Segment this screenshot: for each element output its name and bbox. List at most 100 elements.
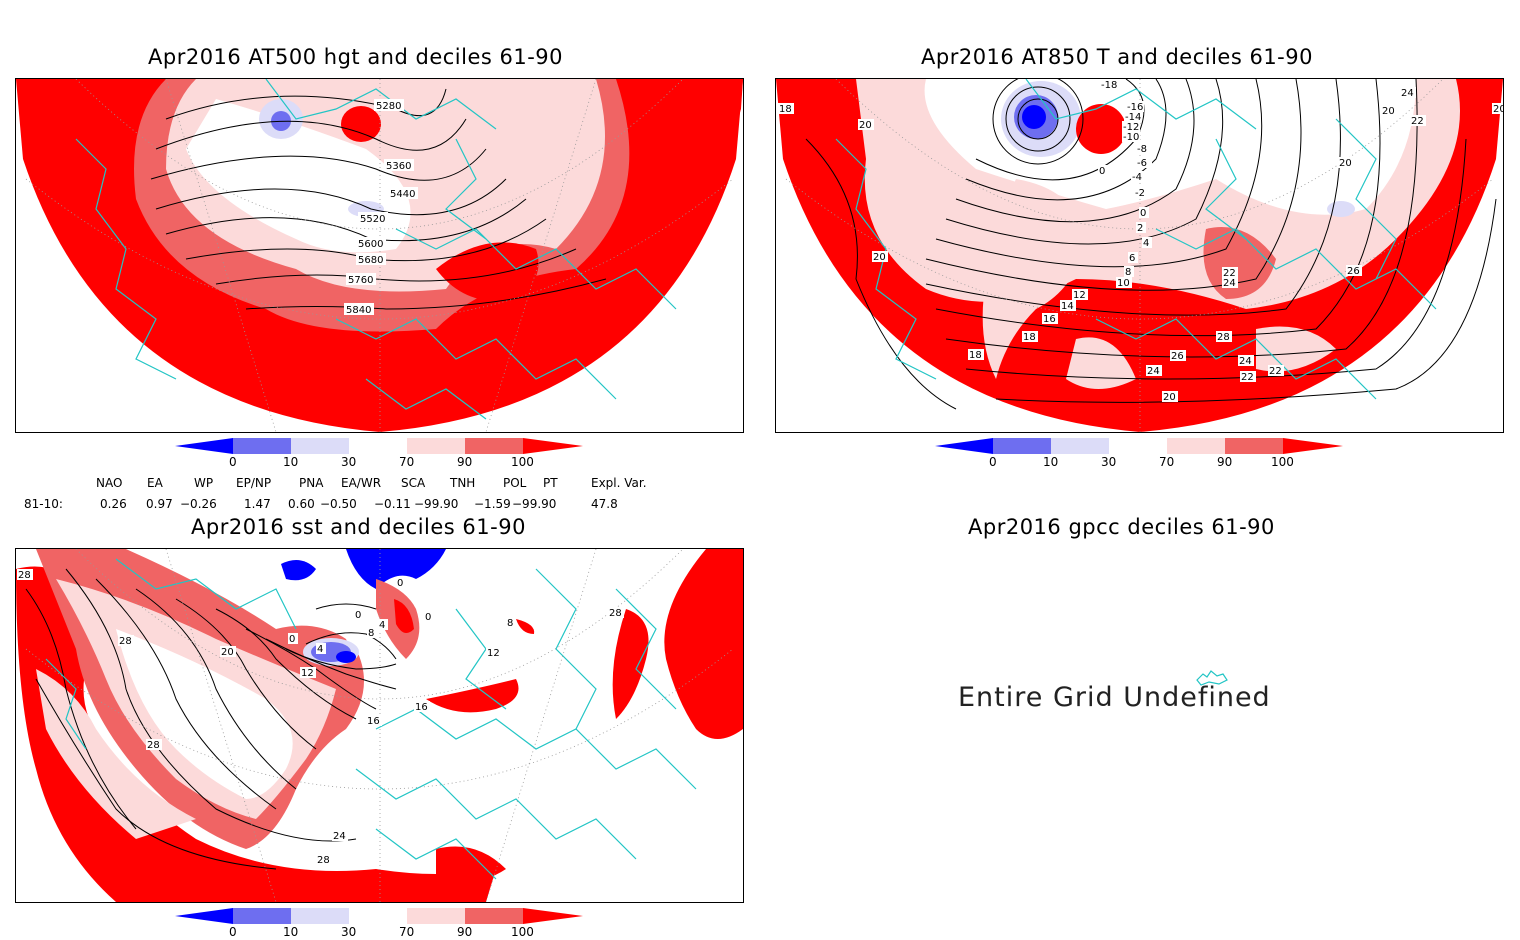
sst-coastlines — [45, 558, 697, 880]
hgt-label-5760: 5760 — [348, 275, 373, 286]
index-value-tnh: −99.90 — [414, 497, 459, 511]
t850-colorbar-bar — [935, 438, 1343, 454]
t850-label-14: 14 — [1061, 301, 1074, 312]
t850-label-m16: -16 — [1127, 102, 1143, 113]
sst-label-28d: 28 — [317, 855, 330, 866]
index-name-epnp: EP/NP — [236, 476, 272, 490]
hgt-contour-labels: 5280 5360 5440 5520 5600 5680 5760 5840 — [344, 99, 418, 316]
t850-label-22d: 22 — [1269, 366, 1282, 377]
sst-label-28a: 28 — [18, 570, 31, 581]
index-value-pol: −1.59 — [474, 497, 511, 511]
t850-label-20d: 20 — [1339, 158, 1352, 169]
index-name-sca: SCA — [401, 476, 426, 490]
sst-label-12b: 12 — [487, 648, 500, 659]
gpcc-undefined-message: Entire Grid Undefined — [958, 682, 1271, 713]
sst-cb-tick-100: 100 — [511, 925, 534, 939]
sst-label-0a: 0 — [289, 634, 295, 645]
hgt-cb-tick-70: 70 — [399, 455, 415, 469]
sst-label-12: 12 — [301, 668, 314, 679]
t850-label-0b: 0 — [1099, 166, 1105, 177]
t850-label-20e: 20 — [1163, 392, 1176, 403]
t850-label-24b: 24 — [1401, 88, 1414, 99]
sst-label-8: 8 — [368, 628, 374, 639]
t850-cb-tick-30: 30 — [1101, 455, 1117, 469]
index-name-expl-var: Expl. Var. — [591, 476, 647, 490]
sst-colorbar-bar — [175, 908, 583, 924]
index-value-nao: 0.26 — [100, 497, 127, 511]
sst-cb-tick-70: 70 — [399, 925, 415, 939]
t850-label-0: 0 — [1140, 208, 1146, 219]
sst-label-28b: 28 — [119, 636, 132, 647]
index-value-expl-var: 47.8 — [591, 497, 618, 511]
t850-label-4: 4 — [1143, 238, 1149, 249]
sst-contour-labels: 28 28 20 4 12 0 0 4 8 0 16 28 24 28 8 12… — [17, 569, 624, 866]
t850-label-6: 6 — [1129, 253, 1135, 264]
t850-label-m18: -18 — [1101, 80, 1117, 91]
hgt-label-5520: 5520 — [360, 214, 385, 225]
t850-map-panel: -18 -16 -14 -12 -10 -8 -6 -4 -2 0 2 4 6 … — [775, 78, 1504, 433]
gpcc-map-title: Apr2016 gpcc deciles 61-90 — [968, 515, 1275, 539]
t850-label-24: 24 — [1223, 278, 1236, 289]
t850-label-20f: 20 — [1493, 104, 1503, 115]
sst-label-4b: 4 — [379, 620, 385, 631]
sst-label-0b: 0 — [355, 610, 361, 621]
t850-map: -18 -16 -14 -12 -10 -8 -6 -4 -2 0 2 4 6 … — [776, 79, 1503, 432]
t850-contour-labels: -18 -16 -14 -12 -10 -8 -6 -4 -2 0 2 4 6 … — [778, 79, 1503, 403]
index-value-ea: 0.97 — [146, 497, 173, 511]
sst-map: 28 28 20 4 12 0 0 4 8 0 16 28 24 28 8 12… — [16, 549, 743, 902]
hgt-map: 5280 5360 5440 5520 5600 5680 5760 5840 — [16, 79, 743, 432]
t850-label-16: 16 — [1043, 314, 1056, 325]
t850-label-24c: 24 — [1239, 356, 1252, 367]
hgt-label-5440: 5440 — [390, 189, 415, 200]
sst-cb-tick-10: 10 — [283, 925, 299, 939]
index-value-pt: −99.90 — [512, 497, 557, 511]
t850-label-20c: 20 — [1382, 106, 1395, 117]
t850-label-m12: -12 — [1123, 122, 1139, 133]
t850-label-28: 28 — [1217, 332, 1230, 343]
hgt-cb-tick-90: 90 — [457, 455, 473, 469]
t850-label-22: 22 — [1223, 268, 1236, 279]
sst-label-16: 16 — [367, 716, 380, 727]
hgt-label-5280: 5280 — [376, 101, 401, 112]
index-name-pt: PT — [543, 476, 558, 490]
index-name-tnh: TNH — [450, 476, 476, 490]
index-value-wp: −0.26 — [180, 497, 217, 511]
t850-label-24d: 24 — [1147, 366, 1160, 377]
sst-label-28e: 28 — [609, 608, 622, 619]
t850-label-12: 12 — [1073, 290, 1086, 301]
t850-label-18b: 18 — [969, 350, 982, 361]
hgt-coastlines — [75, 79, 677, 420]
t850-label-m6: -6 — [1137, 158, 1147, 169]
sst-cb-tick-0: 0 — [229, 925, 237, 939]
t850-label-20b: 20 — [859, 120, 872, 131]
index-row-label: 81-10: — [24, 497, 63, 511]
t850-cb-tick-90: 90 — [1217, 455, 1233, 469]
t850-label-m8: -8 — [1137, 144, 1147, 155]
hgt-label-5680: 5680 — [358, 255, 383, 266]
index-name-pna: PNA — [299, 476, 324, 490]
hgt-colorbar-bar — [175, 438, 583, 454]
t850-label-26b: 26 — [1171, 351, 1184, 362]
sst-cb-tick-30: 30 — [341, 925, 357, 939]
t850-label-26: 26 — [1347, 266, 1360, 277]
index-name-ea: EA — [147, 476, 163, 490]
hgt-cb-tick-100: 100 — [511, 455, 534, 469]
t850-label-18c: 18 — [779, 104, 792, 115]
sst-label-4a: 4 — [317, 644, 323, 655]
sst-label-0c: 0 — [397, 578, 403, 589]
hgt-cb-tick-30: 30 — [341, 455, 357, 469]
sst-cb-tick-90: 90 — [457, 925, 473, 939]
hgt-label-5600: 5600 — [358, 239, 383, 250]
index-value-epnp: 1.47 — [244, 497, 271, 511]
hgt-map-title: Apr2016 AT500 hgt and deciles 61-90 — [148, 45, 564, 69]
index-name-pol: POL — [503, 476, 527, 490]
t850-coastlines — [835, 79, 1437, 400]
hgt-label-5840: 5840 — [346, 305, 371, 316]
t850-label-22b: 22 — [1411, 116, 1424, 127]
t850-label-22c: 22 — [1241, 372, 1254, 383]
index-value-pna: 0.60 — [288, 497, 315, 511]
t850-colorbar: 0 10 30 70 90 100 — [935, 438, 1345, 470]
sst-colorbar: 0 10 30 70 90 100 — [175, 908, 585, 940]
gpcc-coastline-fragment — [1196, 670, 1228, 686]
hgt-map-panel: 5280 5360 5440 5520 5600 5680 5760 5840 — [15, 78, 744, 433]
